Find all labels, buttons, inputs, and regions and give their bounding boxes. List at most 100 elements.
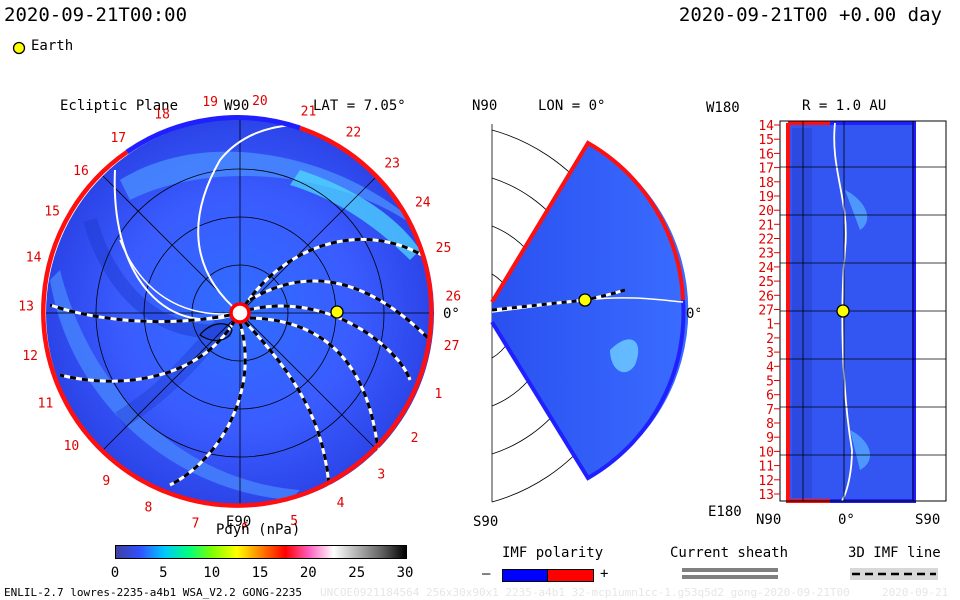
sector-number: 5 <box>290 514 298 529</box>
colorbar-tick-label: 0 <box>111 565 119 581</box>
earth-legend-icon <box>12 40 26 55</box>
meridional-rim-blue <box>490 299 686 481</box>
meridional-bottom-label: S90 <box>473 514 498 530</box>
earth-legend-label: Earth <box>31 38 74 54</box>
meridional-right-label: 0° <box>686 306 700 322</box>
earth-marker-radial <box>836 304 850 318</box>
radial-bottom-left-label: E180 <box>708 504 742 520</box>
radial-y-label: 19 <box>758 190 774 205</box>
radial-y-label: 7 <box>766 403 774 418</box>
imf-polarity-plus: + <box>600 566 609 582</box>
radial-y-label: 4 <box>766 360 774 375</box>
radial-axis-zero: 0° <box>838 512 855 528</box>
sector-number: 2 <box>411 431 419 446</box>
radial-y-label: 1 <box>766 318 774 333</box>
sector-number: 20 <box>252 94 268 109</box>
radial-y-labels: 1415161718192021222324252627123456789101… <box>758 119 780 503</box>
footer-run-info: UNCOE0921184564 256x30x90x1 2235-a4b1 32… <box>320 586 850 599</box>
sector-number: 24 <box>415 196 431 211</box>
radial-y-label: 24 <box>758 261 774 276</box>
radial-y-label: 5 <box>766 375 774 390</box>
left-timestamp: 2020-09-21T00:00 <box>4 4 188 26</box>
radial-y-label: 25 <box>758 275 774 290</box>
sector-number: 6 <box>241 521 249 530</box>
sector-number: 11 <box>38 396 54 411</box>
imf-line-title: 3D IMF line <box>848 545 941 561</box>
radial-top-left-label: W180 <box>706 100 740 116</box>
sector-number: 7 <box>192 516 200 530</box>
sector-number: 13 <box>18 300 34 315</box>
radial-y-label: 18 <box>758 176 774 191</box>
current-sheath-swatch <box>682 568 778 580</box>
sector-number: 22 <box>346 126 362 141</box>
sector-number: 3 <box>377 468 385 483</box>
radial-y-label: 20 <box>758 204 774 219</box>
radial-y-label: 22 <box>758 233 774 248</box>
radial-y-label: 16 <box>758 147 774 162</box>
radial-y-label: 12 <box>758 474 774 489</box>
radial-y-label: 17 <box>758 162 774 177</box>
sector-number: 25 <box>436 241 452 256</box>
sector-number: 17 <box>110 131 126 146</box>
sector-number: 4 <box>337 496 345 511</box>
radial-y-label: 26 <box>758 289 774 304</box>
meridional-lon-label: LON = 0° <box>538 98 605 114</box>
ecliptic-title: Ecliptic Plane <box>60 98 178 114</box>
ecliptic-right-label: 0° <box>443 306 460 322</box>
footer-model-info: ENLIL-2.7 lowres-2235-a4b1 WSA_V2.2 GONG… <box>4 586 303 599</box>
radial-y-label: 11 <box>758 460 774 475</box>
radial-y-label: 8 <box>766 417 774 432</box>
radial-y-label: 2 <box>766 332 774 347</box>
radial-y-label: 9 <box>766 431 774 446</box>
sector-number: 18 <box>154 108 170 123</box>
colorbar-tick-label: 5 <box>159 565 167 581</box>
sector-number: 10 <box>64 439 80 454</box>
sector-number: 14 <box>26 250 42 265</box>
right-timestamp: 2020-09-21T00 +0.00 day <box>678 4 942 26</box>
colorbar-title: Pdyn (nPa) <box>216 522 301 538</box>
footer-date: 2020-09-21 <box>882 586 949 599</box>
ecliptic-structures <box>50 151 420 500</box>
colorbar <box>115 545 407 559</box>
colorbar-tick-label: 30 <box>397 565 414 581</box>
radial-axis-s90: S90 <box>915 512 940 528</box>
meridional-top-label: N90 <box>472 98 497 114</box>
sector-number: 23 <box>384 157 400 172</box>
meridional-panel: N90 LON = 0° S90 0° <box>472 98 700 530</box>
colorbar-tick-label: 20 <box>300 565 317 581</box>
ecliptic-rim-red <box>41 125 434 508</box>
ecliptic-rim-blue <box>125 115 301 155</box>
radial-y-label: 21 <box>758 218 774 233</box>
imf-polarity-negative-swatch <box>502 569 549 582</box>
radial-r-label: R = 1.0 AU <box>802 98 886 114</box>
sector-number: 16 <box>73 164 89 179</box>
sector-number: 9 <box>102 474 110 489</box>
colorbar-tick-label: 25 <box>348 565 365 581</box>
imf-polarity-minus: – <box>482 566 491 582</box>
ecliptic-bottom-label: E90 <box>226 514 251 530</box>
sector-number: 21 <box>301 104 317 119</box>
radial-y-label: 14 <box>758 119 774 134</box>
radial-y-label: 23 <box>758 247 774 262</box>
sector-number: 26 <box>445 290 461 305</box>
radial-axis-n90: N90 <box>756 512 781 528</box>
imf-polarity-title: IMF polarity <box>502 545 604 561</box>
colorbar-ticks: 0 5 10 15 20 25 30 <box>111 565 414 581</box>
ecliptic-top-label: W90 <box>224 98 249 114</box>
radial-y-label: 15 <box>758 133 774 148</box>
meridional-wedge <box>492 143 689 478</box>
current-sheath-title: Current sheath <box>670 545 789 561</box>
sector-number: 12 <box>22 349 38 364</box>
radial-panel: W180 R = 1.0 AU E180 N90 0° S90 14151617… <box>706 98 947 528</box>
ecliptic-field-lines <box>49 124 432 507</box>
colorbar-tick-label: 15 <box>252 565 269 581</box>
radial-y-label: 27 <box>758 304 774 319</box>
ecliptic-plane-panel: Ecliptic Plane LAT = 7.05° W90 E90 0° 19… <box>18 94 461 530</box>
radial-y-label: 6 <box>766 389 774 404</box>
sector-number: 8 <box>144 500 152 515</box>
imf-polarity-positive-swatch <box>547 569 594 582</box>
earth-marker-meridional <box>578 293 592 307</box>
sun-marker <box>229 302 251 324</box>
colorbar-tick-label: 10 <box>203 565 220 581</box>
radial-y-label: 10 <box>758 445 774 460</box>
